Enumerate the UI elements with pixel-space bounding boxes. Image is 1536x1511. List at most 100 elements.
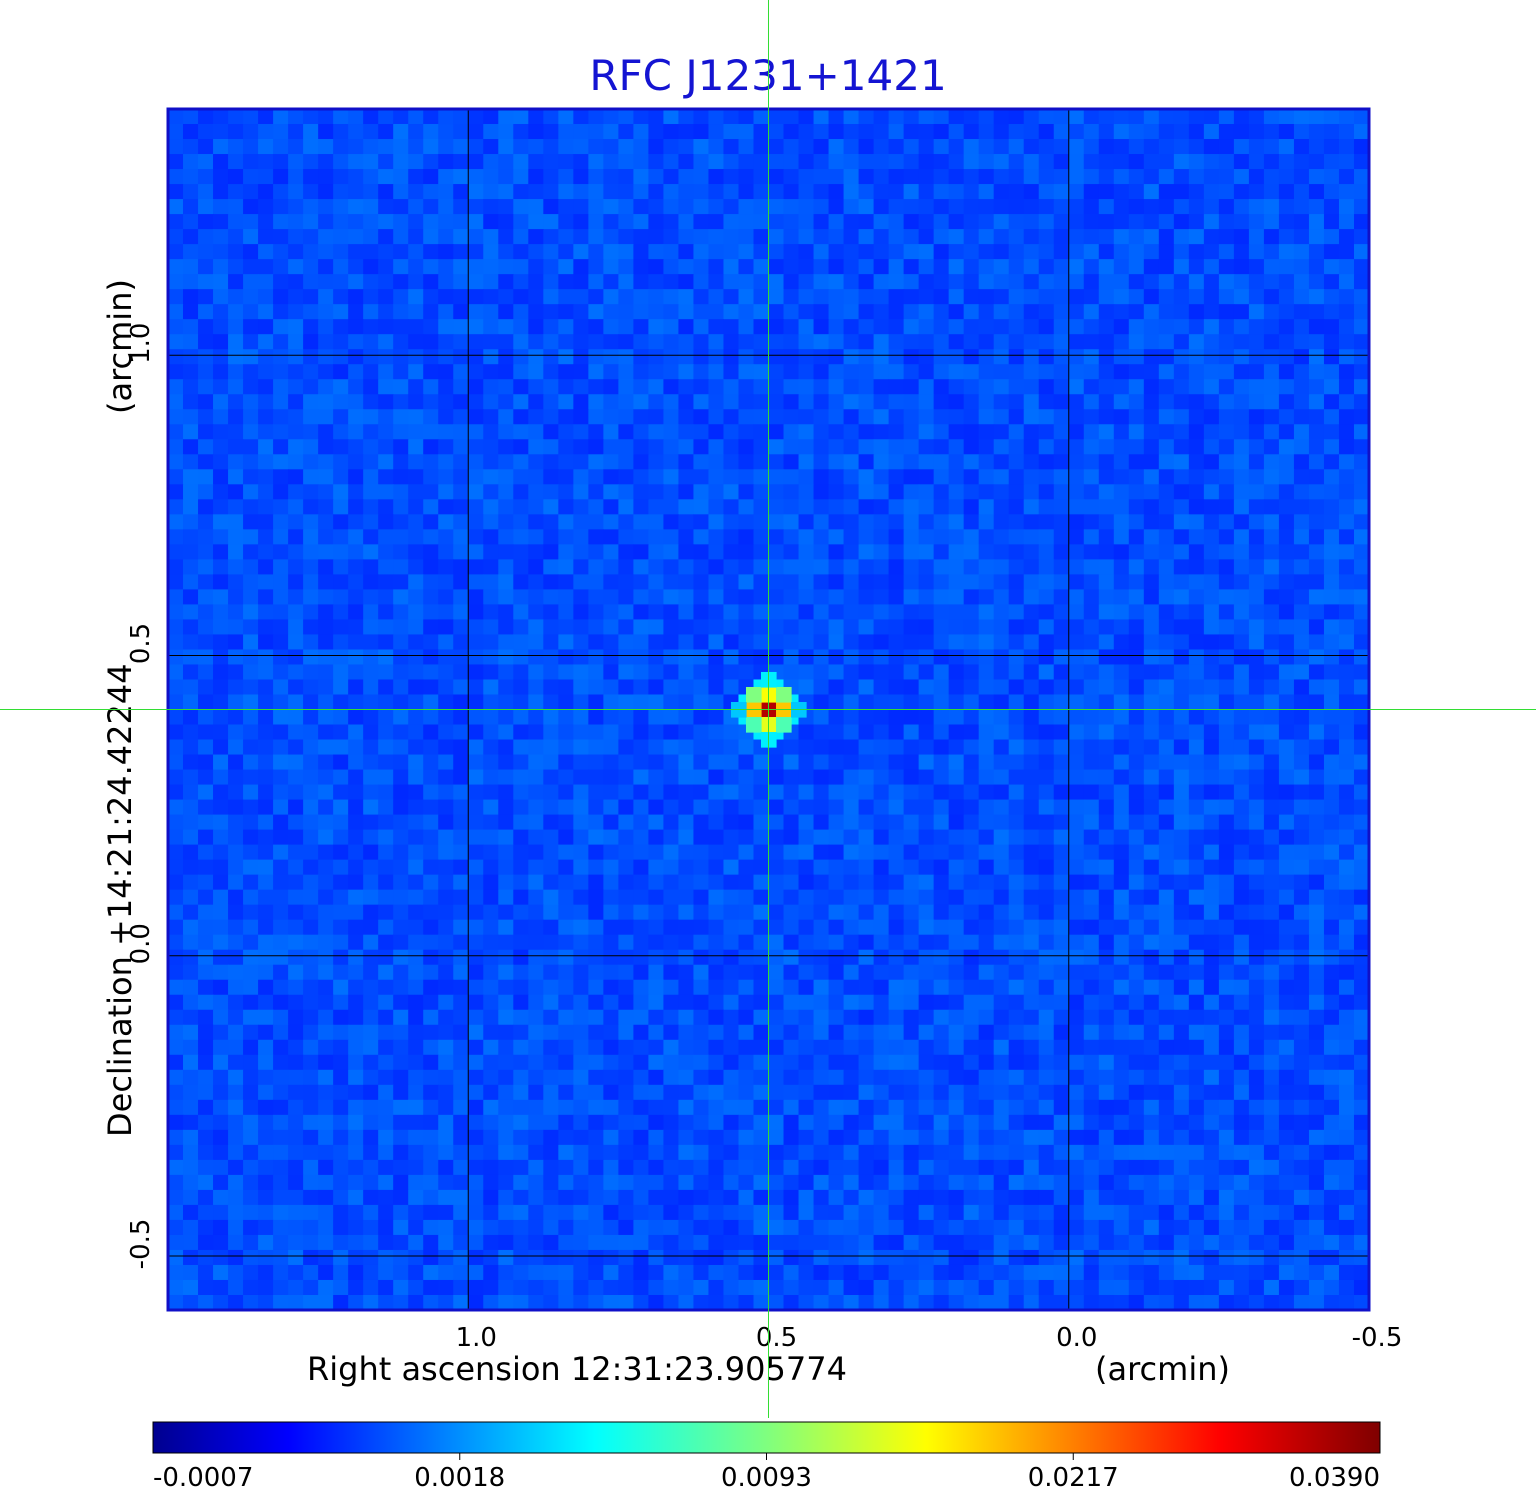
map-pixel — [273, 979, 289, 996]
map-pixel — [528, 109, 544, 125]
map-pixel — [1203, 589, 1220, 606]
map-pixel — [273, 454, 289, 470]
map-pixel — [1278, 679, 1295, 696]
map-pixel — [978, 739, 995, 756]
map-pixel — [378, 214, 394, 230]
map-pixel — [183, 814, 199, 831]
map-pixel — [1158, 754, 1175, 771]
map-pixel — [1263, 244, 1280, 260]
map-pixel — [528, 484, 544, 500]
map-pixel — [768, 904, 785, 921]
map-pixel — [768, 124, 785, 140]
map-pixel — [708, 394, 725, 410]
map-pixel — [1053, 859, 1070, 876]
map-pixel — [1188, 754, 1205, 771]
map-pixel — [1233, 229, 1250, 245]
map-pixel — [543, 334, 559, 350]
map-pixel — [363, 454, 379, 470]
map-pixel — [1278, 1024, 1295, 1041]
map-pixel — [468, 799, 484, 816]
map-pixel — [888, 244, 905, 260]
map-pixel — [888, 709, 905, 726]
map-pixel — [198, 889, 214, 906]
map-pixel — [888, 814, 905, 831]
map-pixel — [1158, 694, 1175, 711]
map-pixel — [1008, 934, 1025, 951]
map-pixel — [918, 199, 935, 215]
map-pixel — [768, 649, 785, 666]
map-pixel — [243, 319, 259, 335]
map-pixel — [1203, 139, 1220, 155]
map-pixel — [378, 739, 394, 756]
map-pixel — [918, 529, 935, 545]
map-pixel — [888, 349, 905, 365]
map-pixel — [258, 799, 274, 816]
map-pixel — [1128, 304, 1145, 320]
map-pixel — [483, 169, 499, 185]
map-pixel — [1098, 979, 1115, 996]
map-pixel — [978, 679, 995, 696]
map-pixel — [1053, 964, 1070, 981]
map-pixel — [843, 169, 860, 185]
map-pixel — [333, 274, 349, 290]
map-pixel — [288, 844, 304, 861]
map-pixel — [588, 664, 604, 681]
map-pixel — [1113, 409, 1130, 425]
map-pixel — [258, 139, 274, 155]
map-pixel — [738, 799, 755, 816]
map-pixel — [1023, 139, 1040, 155]
map-pixel — [228, 694, 244, 711]
map-pixel — [888, 154, 905, 170]
map-pixel — [408, 709, 424, 726]
map-pixel — [723, 379, 740, 395]
map-pixel — [1278, 259, 1295, 275]
map-pixel — [513, 799, 529, 816]
map-pixel — [303, 919, 319, 936]
map-pixel — [1323, 664, 1340, 681]
map-pixel — [648, 634, 665, 651]
map-pixel — [603, 124, 619, 140]
map-pixel — [198, 394, 214, 410]
map-pixel — [963, 1024, 980, 1041]
map-pixel — [888, 259, 905, 275]
map-pixel — [213, 649, 229, 666]
map-pixel — [618, 484, 634, 500]
map-pixel — [693, 949, 710, 966]
map-pixel — [483, 274, 499, 290]
map-pixel — [198, 619, 214, 636]
map-pixel — [903, 514, 920, 530]
map-pixel — [228, 439, 244, 455]
map-pixel — [453, 844, 469, 861]
map-pixel — [753, 199, 770, 215]
map-pixel — [1158, 409, 1175, 425]
map-pixel — [753, 784, 770, 801]
map-pixel — [1023, 289, 1040, 305]
map-pixel — [573, 649, 589, 666]
map-pixel — [1308, 829, 1325, 846]
map-pixel — [183, 139, 199, 155]
map-pixel — [198, 694, 214, 711]
map-pixel — [168, 544, 184, 560]
map-pixel — [633, 229, 649, 245]
map-pixel — [903, 859, 920, 876]
map-pixel — [753, 934, 770, 951]
map-pixel — [783, 394, 800, 410]
map-pixel — [933, 514, 950, 530]
map-pixel — [1218, 934, 1235, 951]
map-pixel — [198, 289, 214, 305]
map-pixel — [288, 484, 304, 500]
map-pixel — [768, 304, 785, 320]
map-pixel — [288, 574, 304, 590]
map-pixel — [633, 334, 649, 350]
map-pixel — [1218, 319, 1235, 335]
map-pixel — [978, 214, 995, 230]
map-pixel — [243, 499, 259, 515]
map-pixel — [918, 499, 935, 515]
map-pixel — [558, 574, 574, 590]
map-pixel — [1158, 649, 1175, 666]
map-pixel — [768, 859, 785, 876]
map-pixel — [258, 469, 274, 485]
map-pixel — [348, 274, 364, 290]
map-pixel — [408, 214, 424, 230]
map-pixel — [198, 124, 214, 140]
